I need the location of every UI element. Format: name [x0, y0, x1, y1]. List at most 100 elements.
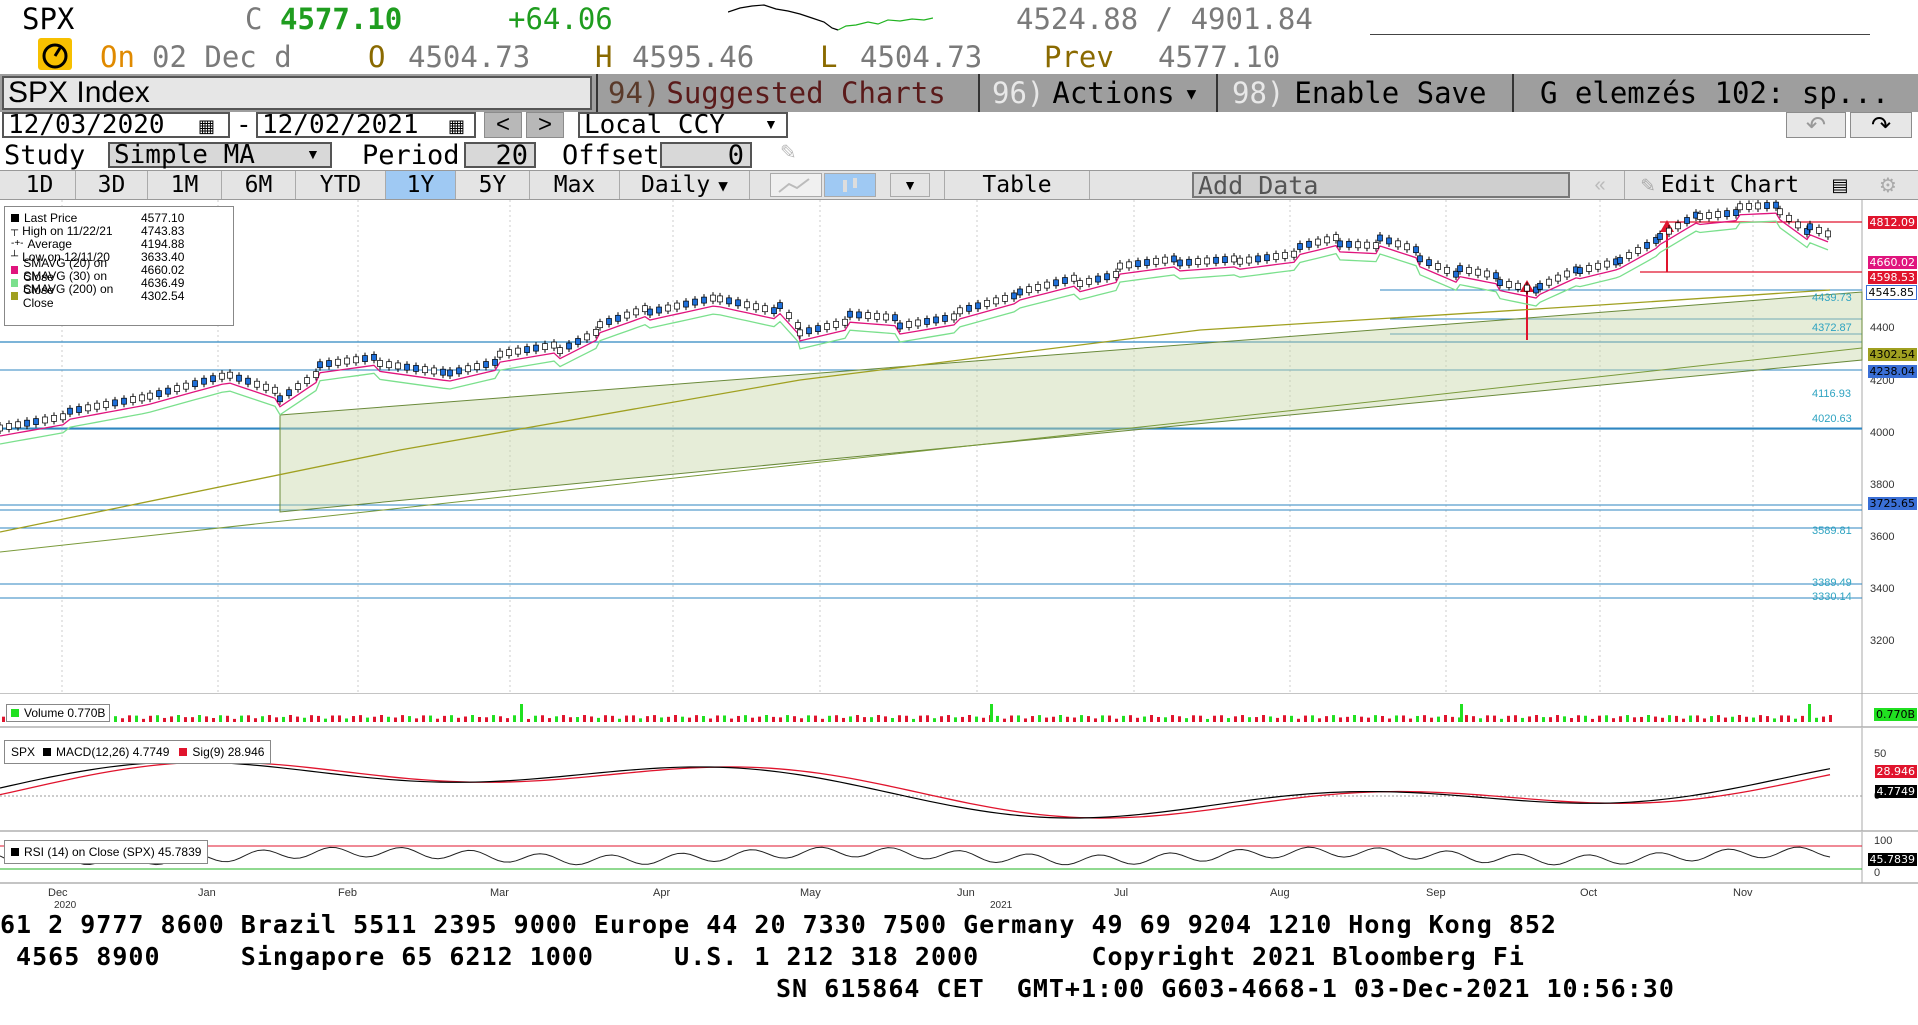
volume-legend[interactable]: Volume 0.770B — [6, 704, 111, 722]
volume-bar — [450, 715, 453, 722]
candle-body — [103, 401, 109, 408]
candle-body — [1466, 267, 1472, 274]
study-label: Study — [4, 140, 86, 171]
volume-bar — [464, 716, 467, 722]
candle-body — [1746, 203, 1752, 210]
chevron-down-icon: ▼ — [764, 116, 778, 132]
candle-body — [993, 297, 999, 305]
volume-bar — [1479, 718, 1482, 722]
speedometer-icon[interactable] — [38, 38, 72, 70]
volume-bar — [275, 717, 278, 722]
candle-body — [1426, 259, 1432, 266]
volume-bar — [317, 715, 320, 722]
price-tag: 4660.02 — [1867, 256, 1917, 269]
candle-body — [1113, 271, 1119, 278]
volume-bar — [422, 715, 425, 722]
next-arrow: > — [537, 111, 552, 138]
candle-body — [975, 302, 981, 310]
enable-save-button[interactable]: 98) Enable Save — [1216, 74, 1510, 112]
candlestick-icon[interactable] — [824, 173, 876, 197]
candle-body — [1755, 202, 1761, 210]
rsi-legend[interactable]: RSI (14) on Close (SPX) 45.7839 — [4, 840, 209, 864]
tab-3d[interactable]: 3D — [76, 171, 148, 199]
calendar-icon[interactable]: ▦ — [198, 116, 216, 136]
candle-body — [1515, 282, 1521, 290]
candle-body — [1577, 267, 1583, 274]
volume-bar — [1339, 717, 1342, 722]
candle-body — [777, 302, 783, 309]
candle-body — [1306, 240, 1312, 248]
candle-body — [624, 311, 630, 319]
candle-body — [874, 312, 880, 320]
collapse-icon[interactable]: « — [1594, 173, 1606, 196]
chart-type-dropdown[interactable]: ▼ — [890, 173, 930, 197]
candle-body — [566, 342, 572, 350]
table-button[interactable]: Table — [944, 171, 1090, 199]
volume-bar — [1010, 715, 1013, 722]
volume-bar — [1318, 718, 1321, 722]
edit-chart-button[interactable]: ✎ Edit Chart — [1624, 171, 1815, 199]
period-tabs-bar — [0, 170, 1918, 200]
candle-body — [1044, 281, 1050, 289]
security-field[interactable]: SPX Index — [2, 76, 592, 110]
redo-button[interactable]: ↷ — [1850, 112, 1912, 139]
macd-legend[interactable]: SPX MACD(12,26) 4.7749 Sig(9) 28.946 — [4, 740, 272, 764]
chart-settings-icon[interactable]: ▤ — [1831, 174, 1849, 195]
volume-bar — [828, 715, 831, 722]
prev-period-button[interactable]: < — [484, 111, 522, 138]
frequency-select[interactable]: Daily ▼ — [620, 171, 750, 199]
period-input[interactable]: 20 — [464, 140, 536, 171]
candle-body — [1104, 273, 1110, 281]
candle-body — [227, 371, 233, 379]
volume-bar — [1283, 715, 1286, 722]
add-data-input[interactable]: Add Data — [1192, 171, 1570, 200]
footer-line-1: 61 2 9777 8600 Brazil 5511 2395 9000 Eur… — [0, 910, 1557, 939]
volume-bar — [1584, 715, 1587, 722]
actions-menu[interactable]: 96) Actions ▼ — [978, 74, 1214, 112]
analysis-title[interactable]: G elemzés 102: sp... — [1512, 74, 1918, 112]
candle-body — [395, 362, 401, 370]
rsi-line — [0, 846, 1831, 866]
candle-body — [1564, 270, 1570, 278]
volume-bar — [1129, 715, 1132, 722]
volume-bar — [1528, 716, 1531, 722]
currency-select[interactable]: Local CCY — [578, 110, 788, 140]
candle-body — [735, 299, 741, 307]
tab-ytd[interactable]: YTD — [296, 171, 386, 199]
tab-max[interactable]: Max — [530, 171, 620, 199]
line-chart-icon[interactable] — [770, 173, 822, 197]
tab-5y[interactable]: 5Y — [456, 171, 530, 199]
end-date-input[interactable]: 12/02/2021 — [256, 110, 476, 140]
price-chart[interactable] — [0, 200, 1918, 694]
tab-1m[interactable]: 1M — [148, 171, 222, 199]
volume-bar — [646, 716, 649, 722]
offset-input[interactable]: 0 — [660, 140, 752, 171]
candle-body — [245, 377, 251, 385]
study-select[interactable]: Simple MA — [108, 140, 332, 170]
volume-bar — [1710, 716, 1713, 722]
x-axis-label: May — [800, 887, 821, 899]
tab-1y[interactable]: 1Y — [386, 171, 456, 199]
next-period-button[interactable]: > — [526, 111, 564, 138]
volume-bar — [870, 717, 873, 722]
calendar-icon[interactable]: ▦ — [448, 116, 466, 136]
suggested-charts-button[interactable]: 94) Suggested Charts — [596, 74, 974, 112]
candle-body — [219, 372, 225, 380]
analysis-label: G elemzés 102: sp... — [1540, 76, 1890, 110]
tab-6m[interactable]: 6M — [222, 171, 296, 199]
candle-body — [701, 296, 707, 304]
pencil-icon[interactable]: ✎ — [780, 142, 797, 164]
chart-legend[interactable]: Last Price 4577.10 ┬ High on 11/22/21 4743.… — [4, 206, 234, 326]
tab-1d[interactable]: 1D — [4, 171, 76, 199]
level-label: 4020.63 — [1812, 413, 1852, 425]
volume-bar — [1087, 716, 1090, 722]
volume-bar — [212, 717, 215, 722]
start-date-input[interactable]: 12/03/2020 — [2, 110, 230, 140]
candle-body — [1417, 255, 1423, 263]
y-axis-label: 4000 — [1870, 427, 1895, 439]
undo-button[interactable]: ↶ — [1786, 112, 1846, 139]
date-label: 02 Dec d — [152, 40, 292, 74]
gear-icon[interactable]: ⚙ — [1879, 174, 1897, 197]
candle-body — [1626, 252, 1632, 259]
candle-body — [551, 341, 557, 349]
